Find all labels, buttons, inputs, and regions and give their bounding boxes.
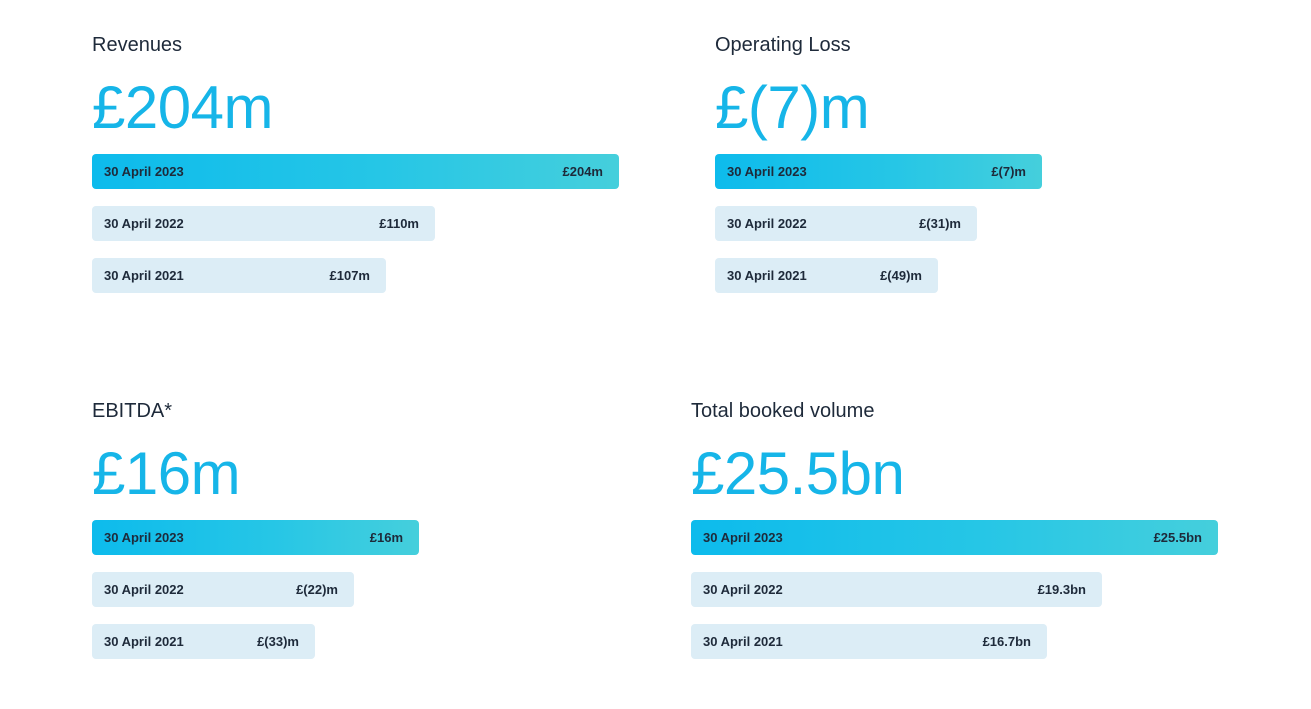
bar-category-label: 30 April 2022 (104, 216, 184, 231)
bar-value-label: £(49)m (880, 268, 922, 283)
bar-value-label: £(31)m (919, 216, 961, 231)
bar-value-label: £110m (379, 216, 419, 231)
revenues-panel: Revenues £204m 30 April 2023 £204m 30 Apri… (92, 30, 619, 310)
bar-30-april-2022: 30 April 2022 £(31)m (715, 206, 977, 241)
operating-loss-panel: Operating Loss £(7)m 30 April 2023 £(7)m 3… (715, 30, 1042, 310)
bar-30-april-2022: 30 April 2022 £(22)m (92, 572, 354, 607)
bar-value-label: £16m (369, 530, 403, 545)
headline-value: £16m (92, 440, 241, 507)
bar-category-label: 30 April 2023 (104, 164, 184, 179)
headline-value: £(7)m (715, 74, 870, 141)
bar-category-label: 30 April 2022 (104, 582, 184, 597)
bar-category-label: 30 April 2021 (104, 634, 184, 649)
chart-title: Operating Loss (715, 34, 851, 56)
chart-title: Total booked volume (691, 400, 875, 422)
bar-category-label: 30 April 2023 (703, 530, 783, 545)
bar-30-april-2023: 30 April 2023 £16m (92, 520, 419, 555)
bar-list: 30 April 2023 £(7)m 30 April 2022 £(31)m 30 … (715, 154, 1042, 293)
bar-list: 30 April 2023 £25.5bn 30 April 2022 £19.3bn… (691, 520, 1218, 659)
bar-category-label: 30 April 2022 (703, 582, 783, 597)
chart-title: EBITDA* (92, 400, 173, 422)
total-booked-volume-panel: Total booked volume £25.5bn 30 April 202… (691, 396, 1218, 676)
bar-value-label: £107m (329, 268, 370, 283)
bar-category-label: 30 April 2021 (727, 268, 807, 283)
bar-30-april-2021: 30 April 2021 £(33)m (92, 624, 315, 659)
bar-value-label: £16.7bn (982, 634, 1031, 649)
bar-30-april-2022: 30 April 2022 £110m (92, 206, 435, 241)
bar-30-april-2023: 30 April 2023 £204m (92, 154, 619, 189)
bar-category-label: 30 April 2021 (104, 268, 184, 283)
headline-value: £25.5bn (691, 440, 905, 507)
chart-title: Revenues (92, 34, 183, 56)
bar-value-label: £204m (562, 164, 603, 179)
bar-30-april-2021: 30 April 2021 £107m (92, 258, 386, 293)
bar-category-label: 30 April 2023 (104, 530, 184, 545)
headline-value: £204m (92, 74, 273, 141)
bar-value-label: £19.3bn (1037, 582, 1086, 597)
ebitda-panel: EBITDA* £16m 30 April 2023 £16m 30 April 2… (92, 396, 419, 676)
bar-value-label: £(7)m (991, 164, 1026, 179)
bar-30-april-2023: 30 April 2023 £(7)m (715, 154, 1042, 189)
bar-30-april-2022: 30 April 2022 £19.3bn (691, 572, 1102, 607)
bar-list: 30 April 2023 £16m 30 April 2022 £(22)m 30 A… (92, 520, 419, 659)
bar-value-label: £(22)m (296, 582, 338, 597)
bar-value-label: £(33)m (257, 634, 299, 649)
bar-category-label: 30 April 2021 (703, 634, 783, 649)
bar-value-label: £25.5bn (1153, 530, 1202, 545)
bar-list: 30 April 2023 £204m 30 April 2022 £110m 30 A… (92, 154, 619, 293)
bar-category-label: 30 April 2022 (727, 216, 807, 231)
bar-30-april-2021: 30 April 2021 £16.7bn (691, 624, 1047, 659)
bar-30-april-2023: 30 April 2023 £25.5bn (691, 520, 1218, 555)
bar-30-april-2021: 30 April 2021 £(49)m (715, 258, 938, 293)
bar-category-label: 30 April 2023 (727, 164, 807, 179)
